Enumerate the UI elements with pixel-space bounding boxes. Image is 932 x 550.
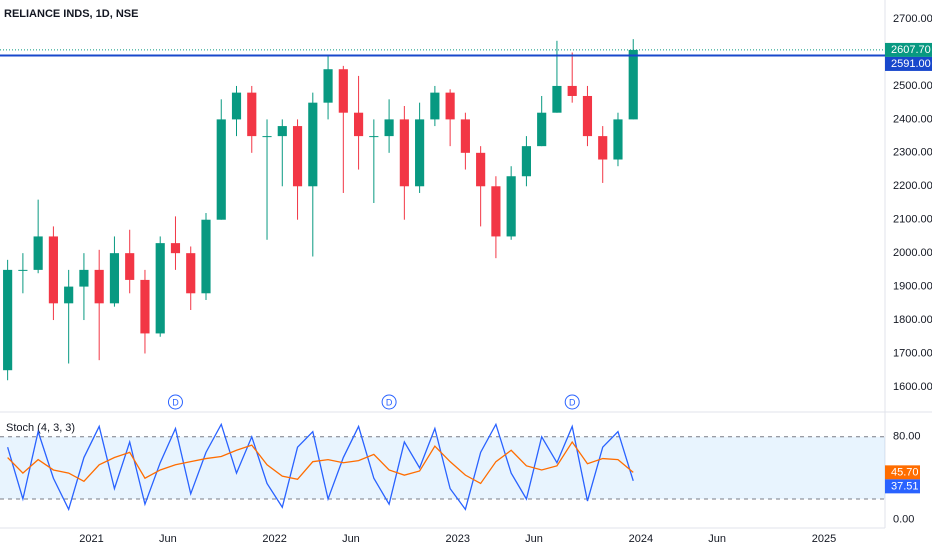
y-tick-label: 1700.00 bbox=[893, 347, 932, 359]
y-tick-label: 2300.00 bbox=[893, 147, 932, 159]
candle-body bbox=[628, 49, 638, 120]
x-tick-label: Jun bbox=[342, 533, 360, 545]
candle-body bbox=[33, 236, 43, 270]
candle-body bbox=[247, 92, 257, 137]
candle-body bbox=[491, 186, 501, 237]
y-tick-label: 1800.00 bbox=[893, 314, 932, 326]
event-marker bbox=[564, 394, 580, 410]
y-tick-label: 0.00 bbox=[893, 514, 914, 526]
stoch-value-label: 45.70 bbox=[891, 466, 919, 478]
candle-body bbox=[521, 146, 531, 177]
hline-label: 2591.00 bbox=[891, 58, 931, 70]
candle-body bbox=[567, 85, 577, 96]
candle-body bbox=[170, 243, 181, 254]
candle-body bbox=[18, 269, 28, 271]
candle-body bbox=[537, 112, 547, 147]
x-tick-label: Jun bbox=[708, 533, 726, 545]
candle-body bbox=[155, 243, 165, 334]
chart-title: RELIANCE INDS, 1D, NSE bbox=[4, 8, 138, 20]
candle-body bbox=[399, 119, 409, 187]
candle-body bbox=[598, 136, 608, 160]
candle-body bbox=[552, 85, 562, 113]
candle-body bbox=[262, 136, 272, 138]
candle-body bbox=[201, 219, 211, 294]
candle-body bbox=[430, 92, 440, 120]
y-tick-label: 2400.00 bbox=[893, 113, 932, 125]
y-tick-label: 1900.00 bbox=[893, 281, 932, 293]
y-tick-label: 2200.00 bbox=[893, 180, 932, 192]
candle-body bbox=[460, 119, 470, 153]
stoch-value-label: 37.51 bbox=[891, 480, 919, 492]
x-tick-label: 2023 bbox=[446, 533, 470, 545]
last-price-label: 2607.70 bbox=[891, 44, 931, 56]
candle-body bbox=[186, 253, 196, 294]
candle-body bbox=[140, 279, 150, 334]
candle-body bbox=[109, 253, 120, 304]
candle-body bbox=[64, 286, 74, 304]
y-tick-label: 2100.00 bbox=[893, 214, 932, 226]
candle-body bbox=[582, 95, 593, 137]
x-tick-label: 2022 bbox=[262, 533, 286, 545]
candle-body bbox=[94, 269, 104, 304]
x-tick-label: Jun bbox=[525, 533, 543, 545]
candle-body bbox=[613, 119, 623, 160]
candle-body bbox=[79, 269, 89, 287]
stoch-line bbox=[7, 440, 634, 485]
candle-body bbox=[415, 119, 425, 187]
event-label: D bbox=[569, 397, 576, 407]
stoch-value-box bbox=[885, 465, 920, 480]
candle-body bbox=[216, 119, 226, 220]
candle-body bbox=[277, 126, 287, 137]
x-tick-label: 2021 bbox=[79, 533, 103, 545]
event-marker bbox=[381, 394, 397, 410]
x-tick-label: 2024 bbox=[629, 533, 653, 545]
x-tick-label: Jun bbox=[159, 533, 177, 545]
candle-body bbox=[308, 102, 318, 187]
x-tick-label: 2025 bbox=[812, 533, 836, 545]
y-tick-label: 2500.00 bbox=[893, 80, 932, 92]
candle-body bbox=[48, 236, 58, 304]
last-price-box bbox=[885, 42, 932, 57]
candle-body bbox=[3, 269, 13, 371]
y-tick-label: 80.00 bbox=[893, 431, 921, 443]
indicator-title: Stoch (4, 3, 3) bbox=[6, 422, 75, 434]
candle-body bbox=[323, 69, 333, 103]
candle-body bbox=[506, 176, 516, 237]
y-tick-label: 2000.00 bbox=[893, 247, 932, 259]
candle-body bbox=[292, 126, 303, 187]
candle-body bbox=[445, 92, 455, 120]
candle-body bbox=[354, 112, 364, 137]
event-label: D bbox=[386, 397, 393, 407]
candle-body bbox=[384, 119, 394, 137]
candle-body bbox=[369, 136, 379, 138]
stoch-band bbox=[0, 436, 885, 499]
candle-body bbox=[125, 253, 135, 280]
candle-body bbox=[231, 92, 242, 120]
event-marker bbox=[167, 394, 183, 410]
y-tick-label: 1600.00 bbox=[893, 381, 932, 393]
candle-body bbox=[476, 152, 486, 187]
stoch-line bbox=[7, 422, 634, 512]
hline-box bbox=[885, 56, 932, 71]
candle-body bbox=[338, 69, 348, 113]
event-label: D bbox=[172, 397, 179, 407]
stoch-value-box bbox=[885, 479, 920, 494]
y-tick-label: 2700.00 bbox=[893, 13, 932, 25]
